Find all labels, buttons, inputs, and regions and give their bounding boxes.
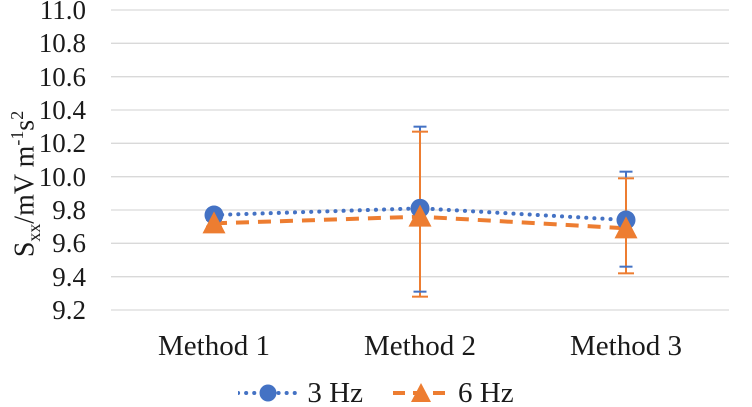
legend-swatch-3hz-icon (238, 384, 299, 402)
y-tick-label: 9.2 (52, 295, 86, 325)
legend-item-6hz: 6 Hz (393, 376, 514, 407)
y-tick-label: 10.0 (38, 161, 86, 192)
y-tick-label: 10.8 (38, 28, 86, 59)
y-tick-label: 11.0 (39, 0, 86, 25)
legend-marker (411, 383, 431, 402)
x-category-label: Method 1 (158, 330, 270, 362)
legend-swatch-6hz-icon (393, 383, 449, 402)
legend: 3 Hz 6 Hz (0, 376, 752, 407)
y-tick-label: 10.6 (38, 61, 86, 92)
y-axis-title: Sxx/mV m-1s2 (7, 110, 44, 258)
y-axis-title-text: S (9, 241, 41, 258)
x-category-label: Method 2 (364, 330, 476, 362)
marker-triangle (202, 211, 226, 234)
legend-label-3hz: 3 Hz (307, 377, 363, 407)
y-tick-label: 10.4 (38, 95, 86, 125)
legend-marker (259, 384, 277, 402)
y-tick-label: 9.6 (52, 228, 86, 259)
x-category-label: Method 3 (570, 330, 682, 362)
legend-item-3hz: 3 Hz (238, 376, 363, 407)
legend-label-6hz: 6 Hz (458, 377, 514, 407)
y-tick-label: 9.8 (52, 195, 86, 225)
marker-triangle (614, 216, 638, 239)
marker-triangle (408, 204, 432, 227)
y-tick-label: 9.4 (52, 261, 86, 292)
y-tick-label: 10.2 (38, 128, 86, 159)
